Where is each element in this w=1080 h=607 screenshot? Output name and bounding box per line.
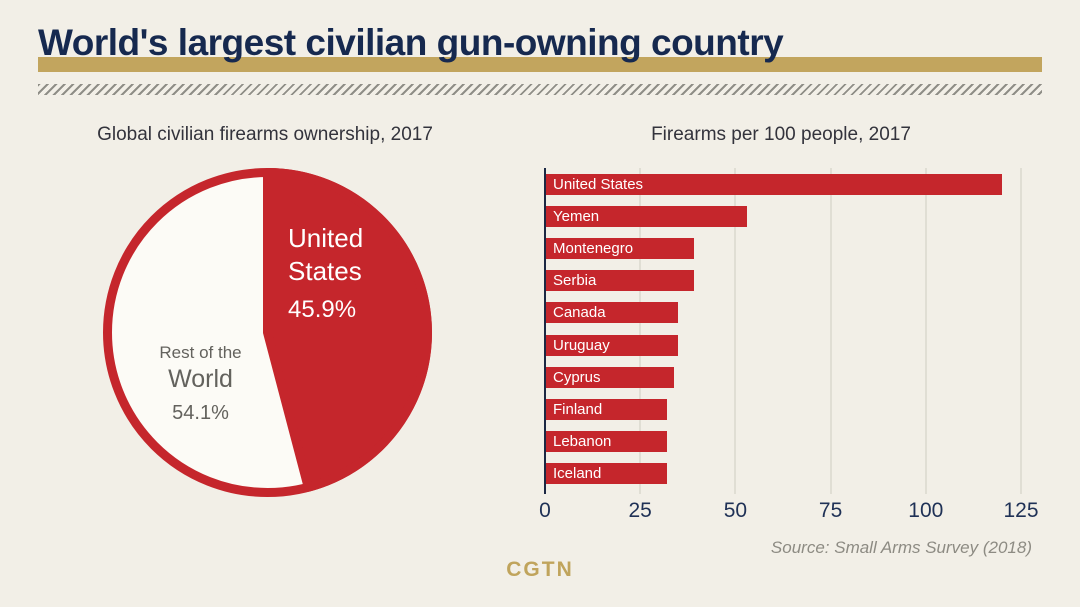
gridline <box>1020 168 1022 494</box>
pie-slice-united-states <box>263 168 432 492</box>
bar-row: Iceland <box>545 462 1021 484</box>
cgtn-logo: CGTN <box>506 558 574 581</box>
bar: Canada <box>545 302 679 324</box>
pie-label-rest-percent: 54.1% <box>172 402 229 424</box>
gridline <box>734 168 736 494</box>
y-axis-line <box>544 168 546 494</box>
pie-label-rest-line2: World <box>168 365 233 393</box>
bar: Serbia <box>545 270 694 292</box>
bar-row: Serbia <box>545 270 1021 292</box>
bar-country-label: Cyprus <box>553 368 601 386</box>
gridline <box>925 168 927 494</box>
pie-label-united-states: United States 45.9% <box>288 222 398 326</box>
pie-label-us-percent: 45.9% <box>288 296 357 323</box>
bar: Cyprus <box>545 366 675 388</box>
bar: Uruguay <box>545 334 679 356</box>
bar: Montenegro <box>545 238 694 260</box>
gridline <box>830 168 832 494</box>
pie-label-rest-line1: Rest of the <box>159 343 242 362</box>
page-title: World's largest civilian gun-owning coun… <box>38 22 784 63</box>
bar-country-label: Lebanon <box>553 432 612 450</box>
source-credit: Source: Small Arms Survey (2018) <box>770 538 1032 557</box>
x-tick-label: 0 <box>539 499 551 522</box>
bar: United States <box>545 174 1002 195</box>
bar-country-label: Uruguay <box>553 336 610 354</box>
x-tick-label: 100 <box>908 499 944 522</box>
bar-country-label: Finland <box>553 400 603 418</box>
bar: Lebanon <box>545 430 667 452</box>
pie-label-rest-of-world: Rest of the World 54.1% <box>138 342 263 426</box>
bar-row: United States <box>545 174 1021 195</box>
bar-row: Canada <box>545 302 1021 324</box>
pie-chart <box>103 168 432 497</box>
bar: Yemen <box>545 206 747 228</box>
bar-rows: United States Yemen Montenegro Serbia Canada… <box>545 168 1021 494</box>
bar-country-label: Canada <box>553 304 606 322</box>
bar: Finland <box>545 398 667 420</box>
x-axis-tick-labels: 0 25 50 75 100 125 <box>539 499 1038 525</box>
bar-row: Uruguay <box>545 334 1021 356</box>
x-tick-label: 125 <box>1003 499 1039 522</box>
pie-chart-title: Global civilian firearms ownership, 2017 <box>97 124 433 145</box>
bar-country-label: Iceland <box>553 464 602 482</box>
bar-country-label: Serbia <box>553 272 597 290</box>
pie-label-us-line2: States <box>288 256 362 286</box>
x-tick-label: 75 <box>818 499 843 522</box>
x-tick-label: 50 <box>723 499 748 522</box>
hatch-divider <box>38 84 1042 95</box>
gridline <box>639 168 641 494</box>
bar-row: Cyprus <box>545 366 1021 388</box>
x-tick-label: 25 <box>628 499 652 522</box>
bar-row: Finland <box>545 398 1021 420</box>
bar: Iceland <box>545 462 667 484</box>
bar-row: Yemen <box>545 206 1021 228</box>
bar-country-label: United States <box>553 176 644 193</box>
bar-chart-title: Firearms per 100 people, 2017 <box>651 124 911 145</box>
bar-chart: United States Yemen Montenegro Serbia Canada… <box>544 168 1022 494</box>
pie-label-us-line1: United <box>288 223 364 253</box>
bar-row: Montenegro <box>545 238 1021 260</box>
bar-row: Lebanon <box>545 430 1021 452</box>
title-underline-bar <box>38 57 1042 72</box>
bar-country-label: Yemen <box>553 208 600 226</box>
bar-country-label: Montenegro <box>553 240 634 258</box>
